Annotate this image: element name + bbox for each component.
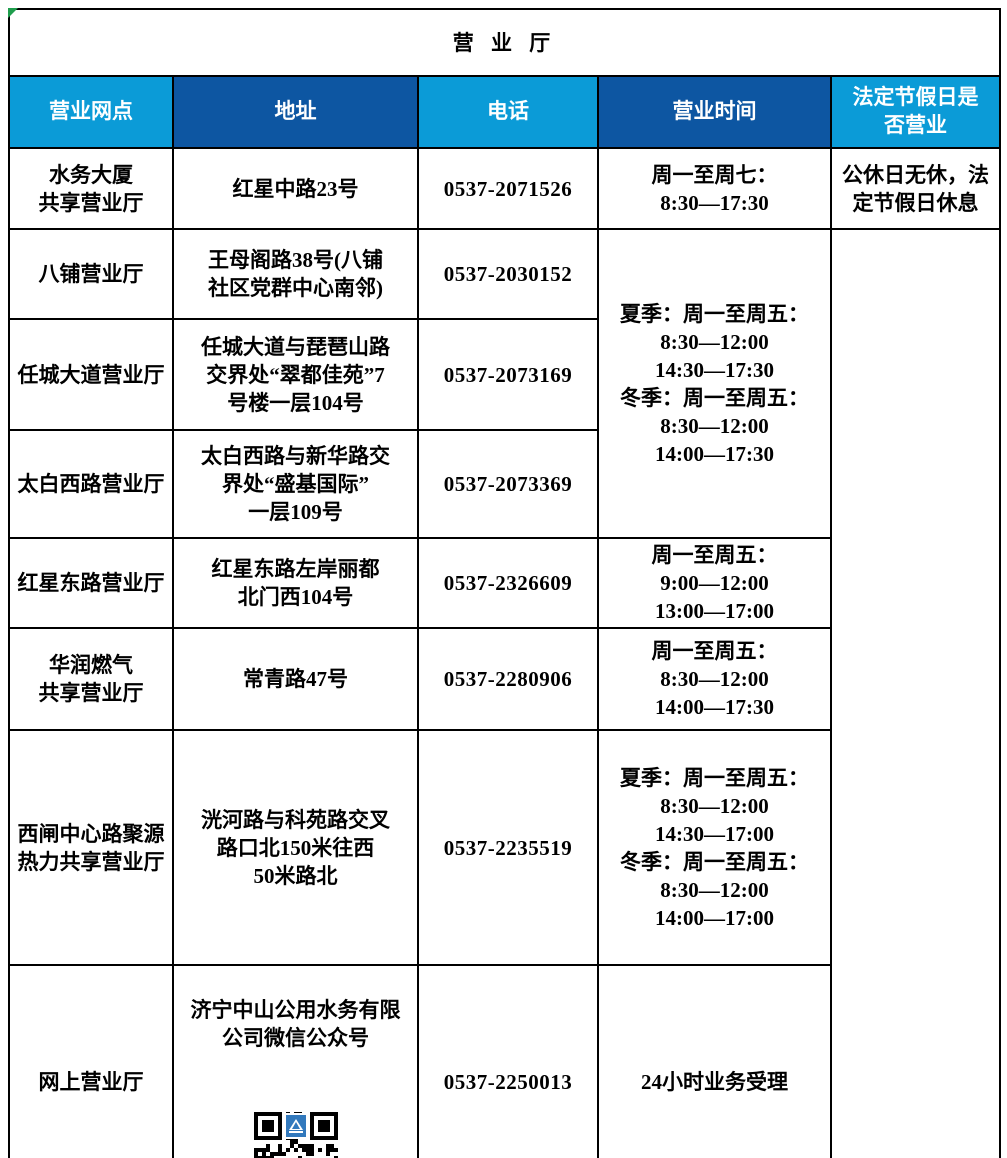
branch-name: 太白西路营业厅 <box>8 429 174 539</box>
table-row: 网上营业厅 济宁中山公用水务有限 公司微信公众号 0537-2250013 24… <box>8 964 1000 1158</box>
branch-name: 任城大道营业厅 <box>8 318 174 431</box>
branch-address: 洸河路与科苑路交叉 路口北150米往西 50米路北 <box>172 729 419 966</box>
branch-phone: 0537-2073169 <box>417 318 599 431</box>
branch-address: 红星中路23号 <box>172 147 419 230</box>
table-row: 西闸中心路聚源 热力共享营业厅 洸河路与科苑路交叉 路口北150米往西 50米路… <box>8 729 1000 966</box>
table-row: 太白西路营业厅 太白西路与新华路交 界处“盛基国际” 一层109号 0537-2… <box>8 429 1000 539</box>
branch-address: 太白西路与新华路交 界处“盛基国际” 一层109号 <box>172 429 419 539</box>
branch-name: 网上营业厅 <box>8 964 174 1158</box>
branch-name: 红星东路营业厅 <box>8 537 174 629</box>
branch-address: 红星东路左岸丽都 北门西104号 <box>172 537 419 629</box>
branch-address: 济宁中山公用水务有限 公司微信公众号 <box>190 998 401 1050</box>
merged-holiday-cell <box>829 228 1002 1158</box>
branch-hours: 周一至周七： 8:30—17:30 <box>597 147 832 230</box>
table-row: 八铺营业厅 王母阁路38号(八铺 社区党群中心南邻) 0537-2030152 … <box>8 228 1002 1158</box>
branch-name: 华润燃气 共享营业厅 <box>8 627 174 731</box>
header-hours: 营业时间 <box>597 75 832 149</box>
table-row: 红星东路营业厅 红星东路左岸丽都 北门西104号 0537-2326609 周一… <box>8 537 1000 629</box>
merged-hours-cell: 夏季：周一至周五： 8:30—12:00 14:30—17:30 冬季：周一至周… <box>597 228 832 539</box>
excel-green-corner-marker-icon <box>8 8 18 18</box>
header-holiday: 法定节假日是 否营业 <box>829 75 1002 149</box>
header-branch: 营业网点 <box>8 75 174 149</box>
branch-phone: 0537-2280906 <box>417 627 599 731</box>
branch-hours: 24小时业务受理 <box>597 964 832 1158</box>
branch-address: 王母阁路38号(八铺 社区党群中心南邻) <box>172 228 419 320</box>
header-row: 营业网点 地址 电话 营业时间 法定节假日是 否营业 <box>8 75 1002 149</box>
branch-address: 任城大道与琵琶山路 交界处“翠都佳苑”7 号楼一层104号 <box>172 318 419 431</box>
holiday-note: 公休日无休，法 定节假日休息 <box>829 147 1002 230</box>
branch-hours: 夏季：周一至周五： 8:30—12:00 14:30—17:00 冬季：周一至周… <box>597 729 832 966</box>
branch-address-qr-cell: 济宁中山公用水务有限 公司微信公众号 <box>172 964 419 1158</box>
qr-center-logo-icon <box>283 1113 308 1139</box>
branch-phone: 0537-2030152 <box>417 228 599 320</box>
business-hall-table: 营 业 厅 营业网点 地址 电话 营业时间 法定节假日是 否营业 水务大厦 共享… <box>7 8 1002 1158</box>
page-title: 营 业 厅 <box>7 8 1002 77</box>
branch-phone: 0537-2071526 <box>417 147 599 230</box>
branch-phone: 0537-2235519 <box>417 729 599 966</box>
table-row: 任城大道营业厅 任城大道与琵琶山路 交界处“翠都佳苑”7 号楼一层104号 05… <box>8 318 1000 431</box>
header-phone: 电话 <box>417 75 599 149</box>
header-address: 地址 <box>172 75 419 149</box>
branch-hours: 周一至周五： 9:00—12:00 13:00—17:00 <box>597 537 832 629</box>
branch-address: 常青路47号 <box>172 627 419 731</box>
table-row: 华润燃气 共享营业厅 常青路47号 0537-2280906 周一至周五： 8:… <box>8 627 1000 731</box>
branch-name: 水务大厦 共享营业厅 <box>8 147 174 230</box>
branch-phone: 0537-2073369 <box>417 429 599 539</box>
branch-name: 西闸中心路聚源 热力共享营业厅 <box>8 729 174 966</box>
branch-phone: 0537-2326609 <box>417 537 599 629</box>
wechat-qr-code-icon <box>253 1084 338 1158</box>
table-row: 水务大厦 共享营业厅 红星中路23号 0537-2071526 周一至周七： 8… <box>8 147 1002 230</box>
branch-name: 八铺营业厅 <box>8 228 174 320</box>
branch-phone: 0537-2250013 <box>417 964 599 1158</box>
branch-hours: 周一至周五： 8:30—12:00 14:00—17:30 <box>597 627 832 731</box>
